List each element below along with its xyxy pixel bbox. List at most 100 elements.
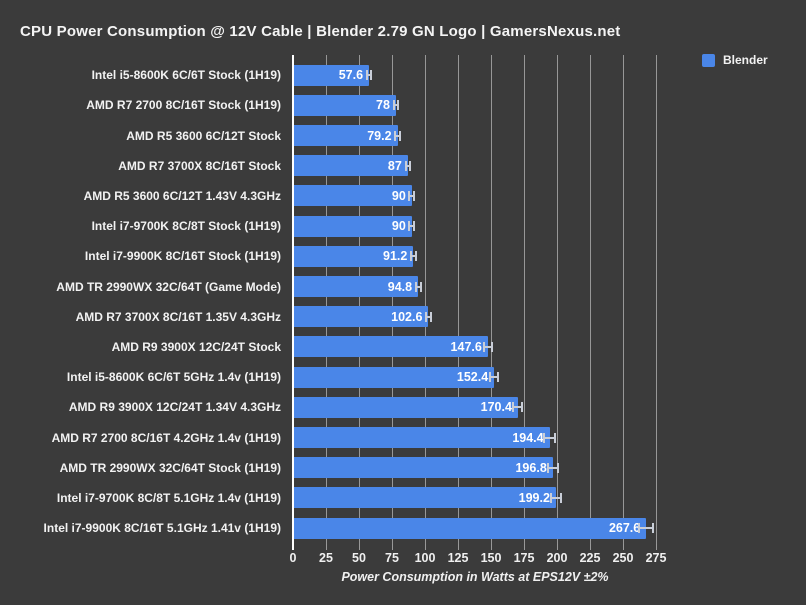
category-label: AMD R9 3900X 12C/24T Stock <box>111 339 281 354</box>
gridline <box>590 55 591 544</box>
bar: 94.8 <box>293 276 419 297</box>
category-label: AMD TR 2990WX 32C/64T Stock (1H19) <box>59 460 281 475</box>
error-bar <box>547 466 558 469</box>
error-bar <box>513 406 523 409</box>
bar-value-label: 79.2 <box>367 128 392 143</box>
category-label: Intel i5-8600K 6C/6T Stock (1H19) <box>91 68 281 83</box>
x-axis-tick-label: 150 <box>480 551 502 565</box>
x-axis-tick-label: 275 <box>645 551 667 565</box>
error-bar-cap <box>398 130 401 141</box>
error-bar-cap <box>560 492 563 503</box>
error-bar-cap <box>521 402 524 413</box>
x-axis-tick <box>359 544 360 550</box>
x-axis-tick <box>491 544 492 550</box>
gridline <box>491 55 492 544</box>
bar: 102.6 <box>293 306 429 328</box>
y-axis-line <box>292 55 294 550</box>
x-axis-title: Power Consumption in Watts at EPS12V ±2% <box>341 570 609 584</box>
bar-value-label: 170.4 <box>480 400 512 415</box>
legend-swatch-blender <box>702 53 715 67</box>
error-bar-cap <box>409 251 412 262</box>
bar-value-label: 196.8 <box>515 460 547 475</box>
category-label: AMD R9 3900X 12C/24T 1.34V 4.3GHz <box>68 400 281 415</box>
error-bar-cap <box>556 462 559 473</box>
bar: 91.2 <box>293 245 414 267</box>
error-bar-cap <box>404 160 407 171</box>
error-bar <box>405 164 411 167</box>
category-label: Intel i7-9900K 8C/16T Stock (1H19) <box>84 249 281 264</box>
bar: 79.2 <box>293 125 398 146</box>
bar: 199.2 <box>293 487 556 509</box>
error-bar <box>410 255 416 258</box>
plot-area: 57.6 78 79.2 87 90 90 91.2 94.8 102.6 147.6 152.4 1… <box>292 55 673 550</box>
x-axis-tick <box>326 544 327 550</box>
bar: 147.6 <box>293 336 488 358</box>
error-bar <box>490 376 499 379</box>
bar: 152.4 <box>293 366 495 388</box>
gridline <box>458 55 459 544</box>
gridline <box>557 55 558 544</box>
bar-value-label: 199.2 <box>518 490 550 505</box>
error-bar-cap <box>652 523 655 534</box>
error-bar <box>415 285 421 288</box>
error-bar-cap <box>546 462 549 473</box>
x-axis-tick-label: 50 <box>352 551 366 565</box>
error-bar-cap <box>430 311 433 322</box>
error-bar-cap <box>370 70 373 81</box>
category-label: Intel i7-9700K 8C/8T 5.1GHz 1.4v (1H19) <box>56 490 281 505</box>
x-axis-tick-label: 0 <box>289 551 297 565</box>
bar-value-label: 90 <box>391 188 406 203</box>
error-bar-cap <box>397 100 400 111</box>
error-bar-cap <box>489 372 492 383</box>
x-axis-tick <box>458 544 459 550</box>
legend: Blender <box>702 53 768 67</box>
x-axis-tick-label: 125 <box>447 551 469 565</box>
bar-value-label: 87 <box>387 158 402 173</box>
category-label: Intel i7-9700K 8C/8T Stock (1H19) <box>91 219 281 234</box>
x-axis-tick <box>656 544 657 550</box>
category-label: AMD R7 3700X 8C/16T Stock <box>118 158 281 173</box>
error-bar-cap <box>413 221 416 232</box>
x-axis: 0 25 50 75 100 125 150 175 200 225 250 275 <box>289 544 673 584</box>
x-axis-tick-label: 75 <box>385 551 399 565</box>
bar: 90 <box>293 185 412 207</box>
x-axis-tick <box>425 544 426 550</box>
x-axis-tick-label: 100 <box>414 551 436 565</box>
error-bar-cap <box>638 523 641 534</box>
category-label: AMD TR 2990WX 32C/64T (Game Mode) <box>56 279 281 294</box>
error-bar-cap <box>490 341 493 352</box>
bar-value-label: 57.6 <box>338 68 364 83</box>
x-axis-tick <box>590 544 591 550</box>
category-label: AMD R5 3600 6C/12T Stock <box>126 128 281 143</box>
x-axis-tick-label: 250 <box>612 551 634 565</box>
error-bar-cap <box>419 281 422 292</box>
bar-value-label: 267.6 <box>608 521 641 536</box>
error-bar-cap <box>409 160 412 171</box>
bar-value-label: 94.8 <box>387 279 413 294</box>
bar: 90 <box>293 215 412 237</box>
x-axis-tick <box>392 544 393 550</box>
x-axis-tick <box>623 544 624 550</box>
error-bar <box>409 194 415 197</box>
error-bar-cap <box>482 341 485 352</box>
error-bar-cap <box>392 100 395 111</box>
error-bar <box>483 345 492 348</box>
error-bar <box>550 496 562 499</box>
error-bar <box>639 527 654 530</box>
bar: 87 <box>293 155 408 177</box>
error-bar <box>393 104 398 107</box>
x-axis-tick-label: 175 <box>513 551 535 565</box>
gridline <box>425 55 426 544</box>
category-label: AMD R7 2700 8C/16T 4.2GHz 1.4v (1H19) <box>51 430 281 445</box>
error-bar-cap <box>549 492 552 503</box>
error-bar-cap <box>366 70 369 81</box>
error-bar <box>425 315 432 318</box>
x-axis-tick-label: 25 <box>319 551 333 565</box>
error-bar-cap <box>413 190 416 201</box>
error-bar-cap <box>512 402 515 413</box>
x-axis-tick-label: 200 <box>546 551 568 565</box>
error-bar-cap <box>408 221 411 232</box>
bar-value-label: 78 <box>376 98 390 113</box>
bar: 170.4 <box>293 396 518 418</box>
